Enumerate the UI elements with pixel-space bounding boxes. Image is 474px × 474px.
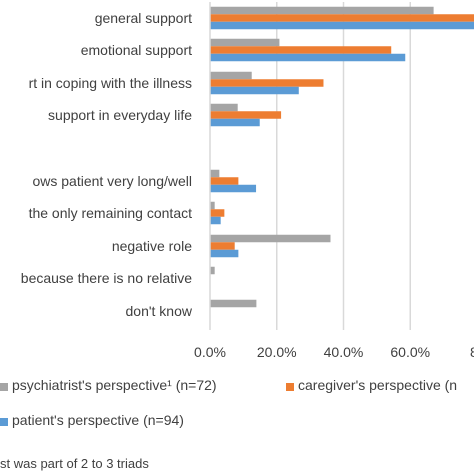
bar-s0-c5 — [210, 169, 220, 178]
legend-swatch-0 — [0, 383, 8, 391]
bar-s0-c9 — [210, 299, 257, 308]
legend-label-0: psychiatrist's perspective¹ (n=72) — [12, 377, 217, 393]
bar-s2-c7 — [210, 249, 239, 258]
x-tick-label: 20.0% — [257, 344, 297, 360]
legend-label-2: patient's perspective (n=94) — [12, 412, 184, 428]
bar-s0-c0 — [210, 6, 434, 15]
category-label: emotional support — [81, 42, 192, 58]
x-tick-label: 40.0% — [324, 344, 364, 360]
bar-s1-c3 — [210, 111, 282, 119]
bar-s0-c7 — [210, 234, 331, 243]
x-tick-label: 60.0% — [390, 344, 430, 360]
bar-s2-c2 — [210, 86, 299, 95]
category-label: general support — [95, 10, 192, 26]
bar-s2-c1 — [210, 53, 406, 62]
bar-s2-c6 — [210, 216, 221, 225]
bar-s1-c1 — [210, 46, 392, 54]
bar-s0-c8 — [210, 266, 215, 275]
legend-swatch-2 — [0, 418, 8, 426]
bars — [210, 6, 474, 308]
bar-s2-c3 — [210, 118, 260, 127]
bar-s0-c3 — [210, 103, 238, 112]
category-label: don't know — [126, 303, 193, 319]
bar-s0-c6 — [210, 201, 215, 210]
x-tick-label: 80 — [470, 344, 474, 360]
footnote: st was part of 2 to 3 triads — [0, 456, 149, 471]
bar-s1-c7 — [210, 242, 235, 250]
category-label: rt in coping with the illness — [29, 75, 192, 91]
category-label: support in everyday life — [48, 107, 192, 123]
legend: psychiatrist's perspective¹ (n=72) caregi… — [0, 377, 457, 428]
category-label: the only remaining contact — [29, 205, 193, 221]
bar-s1-c6 — [210, 209, 225, 217]
x-tick-label: 0.0% — [194, 344, 226, 360]
category-labels: general support emotional support rt in co… — [21, 10, 193, 319]
x-tick-labels: 0.0% 20.0% 40.0% 60.0% 80 — [194, 344, 474, 360]
category-label: because there is no relative — [21, 270, 192, 286]
bar-s1-c5 — [210, 177, 239, 185]
bar-s1-c2 — [210, 79, 324, 87]
bar-s2-c5 — [210, 184, 257, 193]
bar-s0-c2 — [210, 71, 252, 80]
bar-s1-c0 — [210, 14, 474, 22]
category-label: ows patient very long/well — [32, 173, 192, 189]
legend-label-1: caregiver's perspective (n — [298, 377, 457, 393]
bar-s2-c0 — [210, 21, 474, 30]
legend-swatch-1 — [286, 383, 294, 391]
bar-s0-c1 — [210, 38, 280, 47]
category-label: negative role — [112, 238, 192, 254]
